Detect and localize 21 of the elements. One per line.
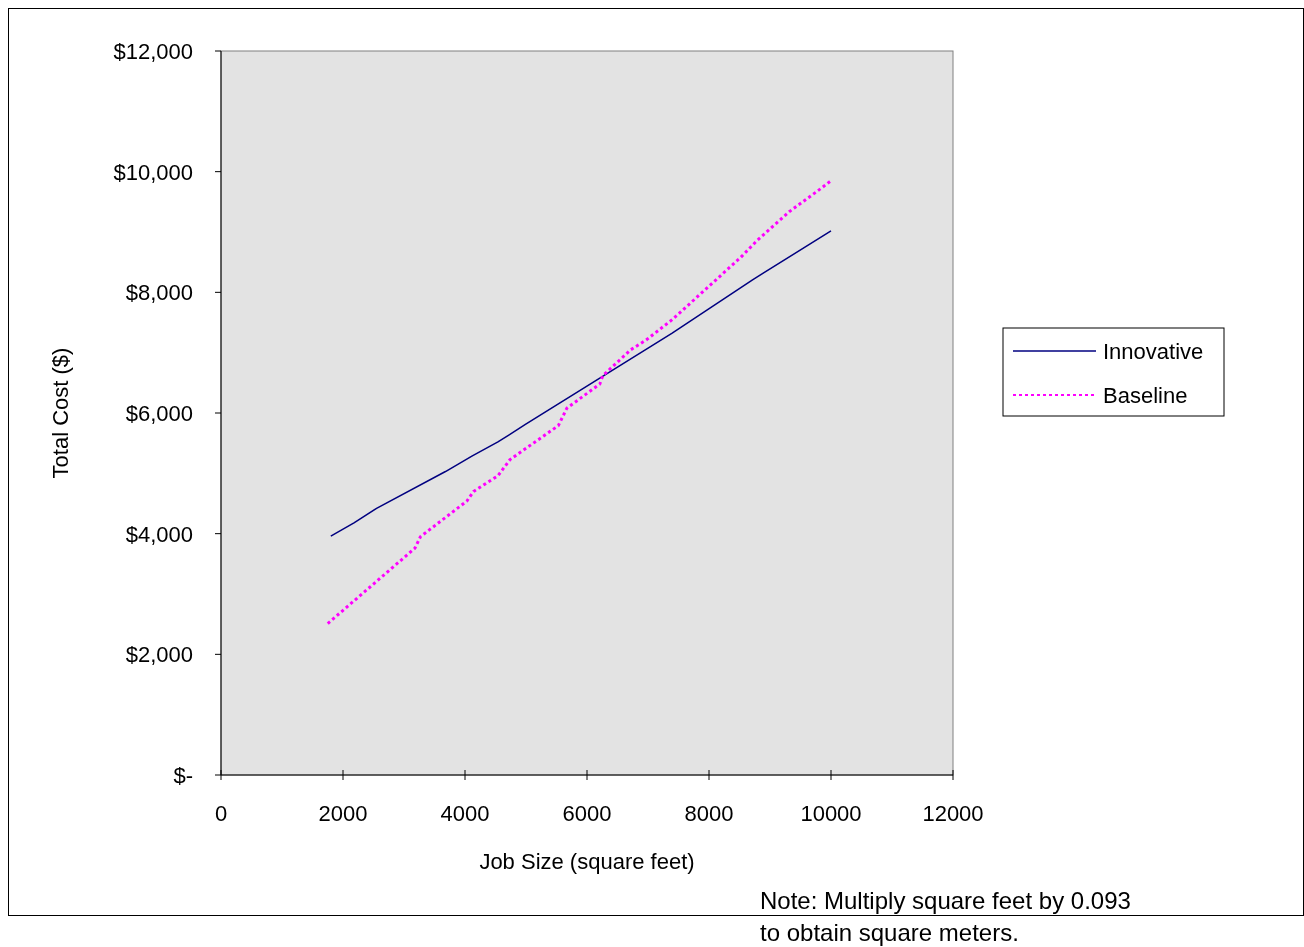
y-tick-label: $2,000	[125, 642, 193, 668]
y-tick-label: $4,000	[125, 521, 193, 547]
legend-label: Baseline	[1103, 383, 1188, 408]
x-tick-label: 0	[214, 801, 228, 826]
x-tick-label: 12000	[922, 801, 984, 826]
x-tick-label: 8000	[684, 801, 734, 826]
y-axis-title: Total Cost ($)	[48, 347, 73, 479]
x-tick-label: 6000	[562, 801, 612, 826]
x-axis-title: Job Size (square feet)	[479, 849, 695, 874]
legend-label: Innovative	[1103, 339, 1204, 364]
y-tick-label: $8,000	[125, 280, 193, 306]
line-series	[330, 230, 832, 537]
x-tick-label: 10000	[800, 801, 862, 826]
y-tick-label: $-	[173, 763, 193, 788]
line-series	[326, 179, 833, 626]
x-tick-label: 4000	[440, 801, 490, 826]
y-tick-label: $12,000	[113, 39, 193, 64]
y-tick-label: $10,000	[113, 159, 193, 185]
y-tick-label: $6,000	[125, 401, 193, 426]
x-tick-label: 2000	[318, 801, 368, 826]
text: Note: Multiply square feet by 0.093 to obtain square meters.	[760, 887, 1131, 946]
